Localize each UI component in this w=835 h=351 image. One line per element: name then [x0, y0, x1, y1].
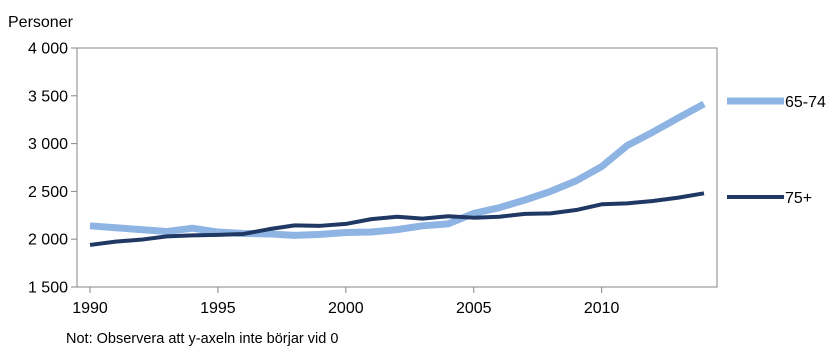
y-tick-label: 2 500 [28, 184, 68, 201]
y-tick-label: 2 000 [28, 232, 68, 249]
y-axis-title: Personer [8, 14, 74, 31]
y-axis: 1 500 2 000 2 500 3 000 3 500 4 000 [28, 41, 77, 297]
legend: 65-74 75+ [727, 94, 826, 207]
y-tick-label: 3 500 [28, 88, 68, 105]
x-tick-label: 1995 [200, 300, 236, 317]
x-tick-label: 1990 [72, 300, 108, 317]
x-tick-label: 2010 [584, 300, 620, 317]
y-tick-label: 3 000 [28, 136, 68, 153]
y-tick-label: 1 500 [28, 280, 68, 297]
plot-border [76, 47, 718, 288]
x-tick-label: 2000 [328, 300, 364, 317]
chart-note: Not: Observera att y-axeln inte börjar v… [66, 331, 338, 347]
plot-area [76, 47, 718, 288]
x-axis: 1990 1995 2000 2005 2010 [72, 287, 620, 317]
legend-label: 65-74 [785, 94, 826, 111]
series-lines [89, 100, 706, 247]
legend-label: 75+ [785, 190, 812, 207]
y-tick-label: 4 000 [28, 41, 68, 58]
series-line-75- [89, 191, 705, 247]
x-tick-label: 2005 [456, 300, 492, 317]
series-line-65-74 [89, 100, 706, 239]
